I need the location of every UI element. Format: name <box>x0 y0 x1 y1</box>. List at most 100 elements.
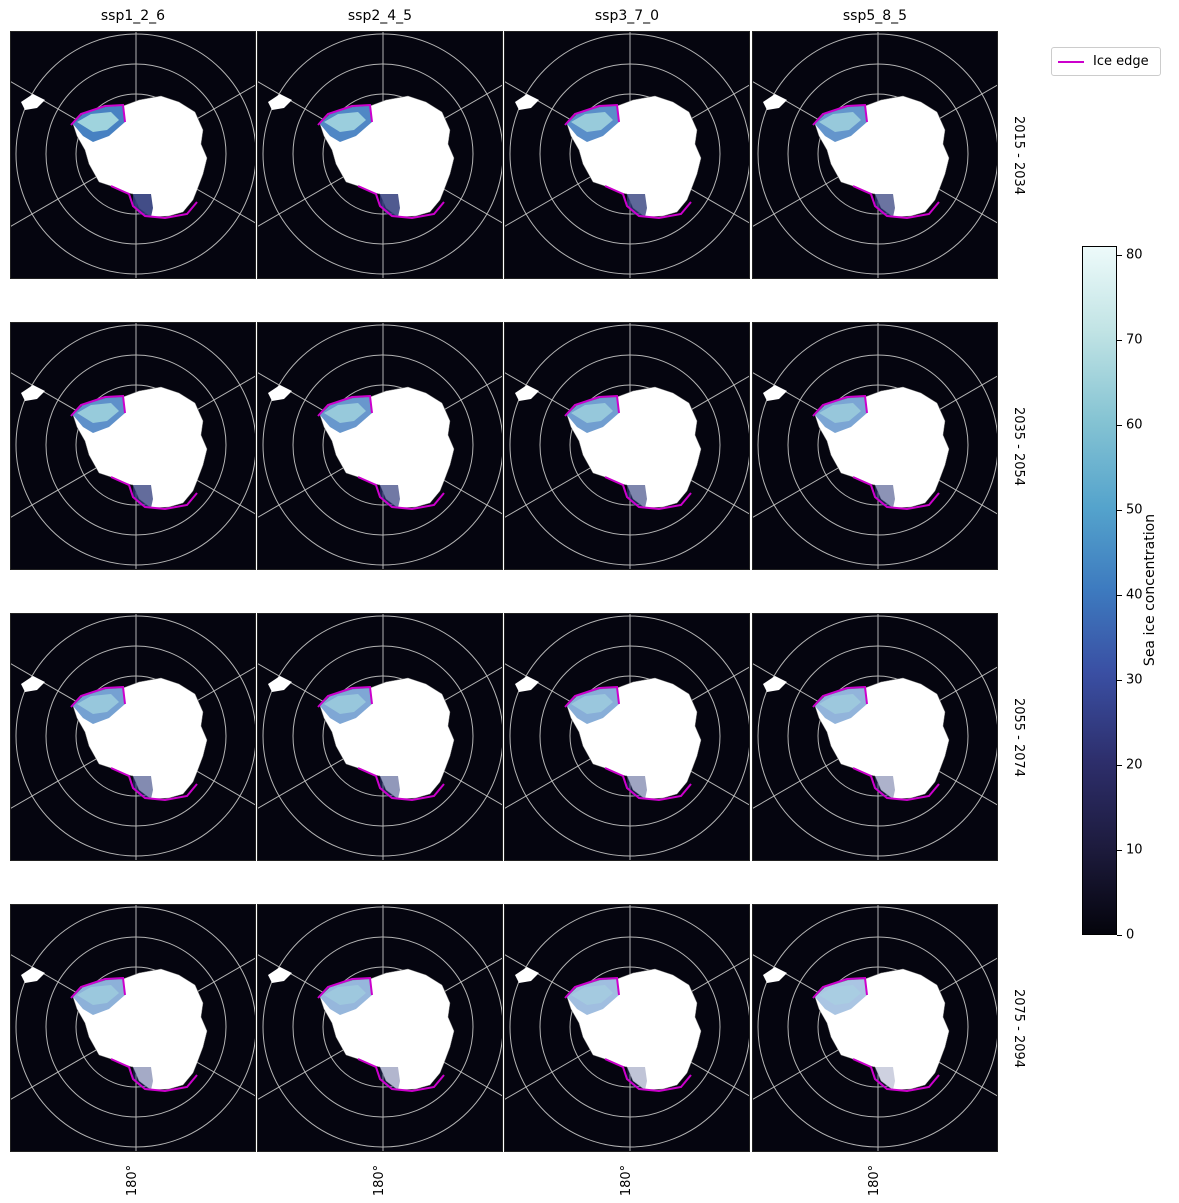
peninsula-land <box>763 967 787 983</box>
legend-label: Ice edge <box>1093 54 1149 69</box>
row-label-text: 2055 - 2074 <box>1011 697 1027 777</box>
colorbar <box>1082 246 1117 935</box>
colorbar-tick <box>1117 594 1122 596</box>
weddell-sea-ice <box>815 979 867 1015</box>
peninsula-land <box>21 967 45 983</box>
map-panel-r1-c3 <box>752 322 998 570</box>
peninsula-land <box>268 676 292 692</box>
ice-edge-line <box>317 685 373 708</box>
weddell-sea-ice-core <box>77 694 119 714</box>
antarctica-map <box>753 323 997 569</box>
longitude-label-text: 180° <box>372 1164 388 1196</box>
ice-edge-line <box>317 103 373 126</box>
ice-edge-line <box>564 103 620 126</box>
weddell-sea-ice-core <box>324 112 366 132</box>
antarctica-map <box>505 323 749 569</box>
antarctica-map <box>11 905 255 1151</box>
ice-edge-line <box>70 685 126 708</box>
longitude-label-text: 180° <box>619 1164 635 1196</box>
row-label-text: 2015 - 2034 <box>1011 115 1027 195</box>
ice-edge-line <box>604 767 692 802</box>
weddell-sea-ice-core <box>571 403 613 423</box>
colorbar-tick-label: 20 <box>1126 757 1143 773</box>
colorbar-tick-label: 40 <box>1126 587 1143 603</box>
ice-edge-line <box>812 394 868 417</box>
weddell-sea-ice-core <box>324 403 366 423</box>
peninsula-land <box>763 385 787 401</box>
map-panel-r0-c3 <box>752 31 998 279</box>
column-title-2: ssp3_7_0 <box>594 8 660 24</box>
peninsula-land <box>21 676 45 692</box>
weddell-sea-ice-core <box>819 694 861 714</box>
longitude-label-1: 180° <box>365 1160 395 1200</box>
ice-edge-line <box>604 185 692 220</box>
colorbar-tick-label: 0 <box>1126 927 1135 943</box>
ice-edge-line <box>852 767 940 802</box>
ice-edge-line <box>852 476 940 511</box>
weddell-sea-ice-core <box>77 112 119 132</box>
ice-edge-line <box>70 103 126 126</box>
weddell-sea-ice-core <box>324 985 366 1005</box>
ice-edge-line <box>110 476 198 511</box>
row-label-2: 2055 - 2074 <box>1004 613 1034 861</box>
colorbar-tick-label: 80 <box>1126 247 1143 262</box>
colorbar-tick <box>1117 679 1122 681</box>
antarctica-landmass <box>566 968 702 1091</box>
ice-edge-line <box>852 1058 940 1093</box>
antarctica-map <box>258 32 502 278</box>
peninsula-land <box>268 385 292 401</box>
ice-edge-line <box>357 767 445 802</box>
colorbar-tick-label: 30 <box>1126 672 1143 688</box>
ice-edge-line <box>812 103 868 126</box>
weddell-sea-ice-core <box>77 403 119 423</box>
ice-edge-swatch <box>1058 60 1084 63</box>
ice-edge-line <box>70 394 126 417</box>
row-label-0: 2015 - 2034 <box>1004 31 1034 279</box>
longitude-label-2: 180° <box>612 1160 642 1200</box>
map-panel-r3-c1 <box>257 904 503 1152</box>
colorbar-tick-label: 60 <box>1126 417 1143 433</box>
map-panel-r1-c2 <box>504 322 750 570</box>
antarctica-map <box>753 905 997 1151</box>
weddell-sea-ice <box>320 979 372 1015</box>
map-panel-r0-c0 <box>10 31 256 279</box>
column-title-3: ssp5_8_5 <box>842 8 908 24</box>
ice-edge-line <box>317 394 373 417</box>
colorbar-tick-label: 50 <box>1126 502 1143 518</box>
map-panel-r3-c0 <box>10 904 256 1152</box>
antarctica-map <box>258 614 502 860</box>
longitude-label-text: 180° <box>125 1164 141 1196</box>
peninsula-land <box>515 385 539 401</box>
ice-edge-line <box>564 394 620 417</box>
map-panel-r1-c0 <box>10 322 256 570</box>
colorbar-tick <box>1117 254 1122 256</box>
longitude-label-0: 180° <box>118 1160 148 1200</box>
weddell-sea-ice-core <box>819 403 861 423</box>
peninsula-land <box>515 94 539 110</box>
peninsula-land <box>268 94 292 110</box>
antarctica-map <box>753 32 997 278</box>
colorbar-tick-label: 10 <box>1126 842 1143 858</box>
ice-edge-line <box>357 476 445 511</box>
weddell-sea-ice-core <box>819 112 861 132</box>
map-panel-r2-c0 <box>10 613 256 861</box>
ice-edge-line <box>564 685 620 708</box>
antarctica-map <box>11 32 255 278</box>
map-panel-r0-c2 <box>504 31 750 279</box>
colorbar-tick <box>1117 935 1122 936</box>
peninsula-land <box>21 94 45 110</box>
antarctica-map <box>11 323 255 569</box>
ice-edge-line <box>852 185 940 220</box>
peninsula-land <box>763 676 787 692</box>
ice-edge-line <box>317 976 373 999</box>
ice-edge-line <box>110 1058 198 1093</box>
weddell-sea-ice <box>567 979 619 1015</box>
weddell-sea-ice-core <box>324 694 366 714</box>
row-label-text: 2035 - 2054 <box>1011 406 1027 486</box>
column-title-1: ssp2_4_5 <box>347 8 413 24</box>
colorbar-tick <box>1117 509 1122 511</box>
weddell-sea-ice-core <box>819 985 861 1005</box>
row-label-3: 2075 - 2094 <box>1004 904 1034 1152</box>
ice-edge-line <box>812 976 868 999</box>
ice-edge-line <box>604 476 692 511</box>
